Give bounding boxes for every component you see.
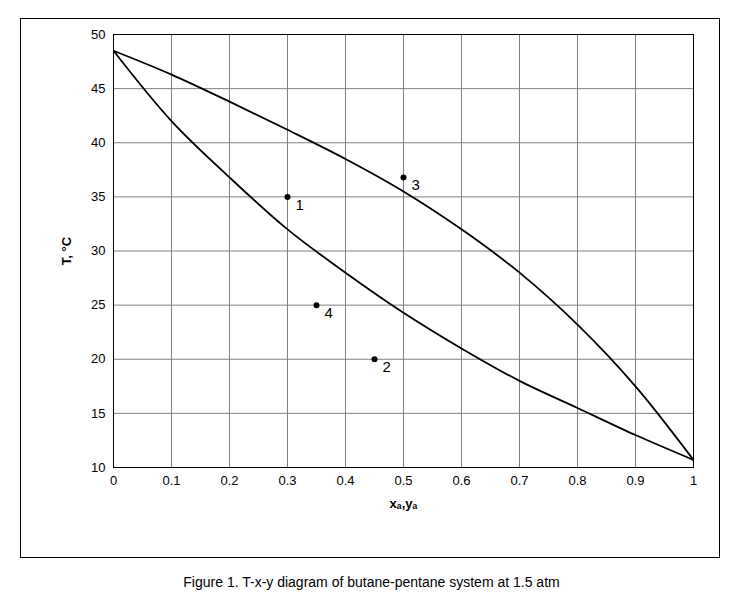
svg-text:15: 15	[91, 406, 105, 421]
svg-text:0.2: 0.2	[220, 473, 238, 488]
svg-text:30: 30	[91, 243, 105, 258]
svg-text:0.9: 0.9	[626, 473, 644, 488]
svg-text:35: 35	[91, 189, 105, 204]
svg-text:25: 25	[91, 297, 105, 312]
svg-text:3: 3	[412, 176, 420, 193]
svg-text:0.5: 0.5	[394, 473, 412, 488]
svg-text:0.4: 0.4	[336, 473, 354, 488]
svg-text:1: 1	[690, 473, 697, 488]
svg-text:4: 4	[325, 304, 333, 321]
svg-text:xₐ,yₐ: xₐ,yₐ	[390, 496, 418, 511]
svg-text:0.6: 0.6	[452, 473, 470, 488]
svg-text:0.3: 0.3	[278, 473, 296, 488]
svg-text:0.1: 0.1	[162, 473, 180, 488]
svg-text:20: 20	[91, 351, 105, 366]
svg-text:T, °C: T, °C	[59, 236, 74, 265]
html-text:Figure 1. T-x-y diagram of but: Figure 1. T-x-y diagram of butane-pentan…	[183, 574, 560, 590]
svg-text:0: 0	[110, 473, 117, 488]
svg-text:0.7: 0.7	[510, 473, 528, 488]
svg-text:40: 40	[91, 135, 105, 150]
svg-text:0.8: 0.8	[568, 473, 586, 488]
svg-text:45: 45	[91, 81, 105, 96]
svg-text:10: 10	[91, 460, 105, 475]
svg-text:2: 2	[383, 358, 391, 375]
svg-text:50: 50	[91, 27, 105, 42]
svg-text:1: 1	[296, 196, 304, 213]
